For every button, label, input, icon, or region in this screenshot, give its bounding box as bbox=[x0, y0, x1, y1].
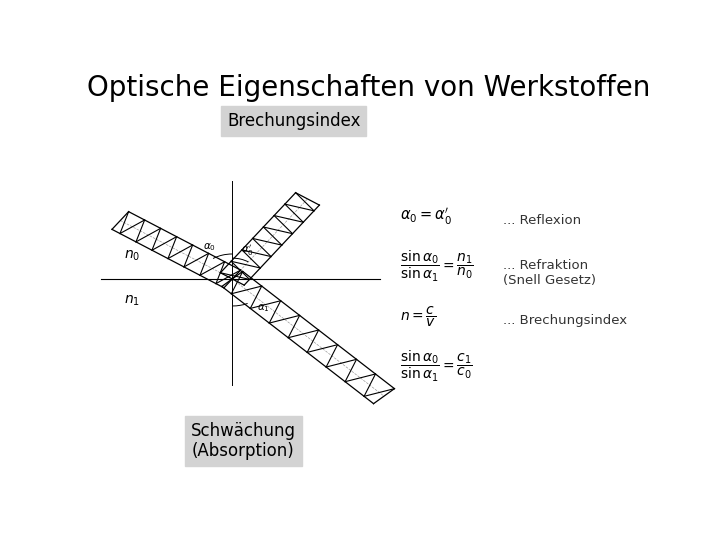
Text: ... Refraktion
(Snell Gesetz): ... Refraktion (Snell Gesetz) bbox=[503, 259, 596, 287]
Text: $\alpha_1$: $\alpha_1$ bbox=[256, 302, 269, 314]
Text: $\dfrac{\sin\alpha_0}{\sin\alpha_1} = \dfrac{n_1}{n_0}$: $\dfrac{\sin\alpha_0}{\sin\alpha_1} = \d… bbox=[400, 249, 474, 284]
Text: Brechungsindex: Brechungsindex bbox=[227, 112, 361, 130]
Text: ... Brechungsindex: ... Brechungsindex bbox=[503, 314, 627, 327]
Text: $\alpha_0$: $\alpha_0$ bbox=[204, 241, 217, 253]
Text: Optische Eigenschaften von Werkstoffen: Optische Eigenschaften von Werkstoffen bbox=[87, 73, 651, 102]
Text: ... Reflexion: ... Reflexion bbox=[503, 214, 581, 227]
Text: $n = \dfrac{c}{v}$: $n = \dfrac{c}{v}$ bbox=[400, 304, 436, 328]
Text: $\alpha_0'$: $\alpha_0'$ bbox=[241, 243, 254, 258]
Text: $n_0$: $n_0$ bbox=[124, 248, 140, 262]
Text: $n_1$: $n_1$ bbox=[124, 294, 140, 308]
Text: $\alpha_0 = \alpha_0^{\prime}$: $\alpha_0 = \alpha_0^{\prime}$ bbox=[400, 206, 451, 227]
Text: $\dfrac{\sin\alpha_0}{\sin\alpha_1} = \dfrac{c_1}{c_0}$: $\dfrac{\sin\alpha_0}{\sin\alpha_1} = \d… bbox=[400, 349, 472, 384]
Text: Schwächung
(Absorption): Schwächung (Absorption) bbox=[191, 422, 296, 461]
